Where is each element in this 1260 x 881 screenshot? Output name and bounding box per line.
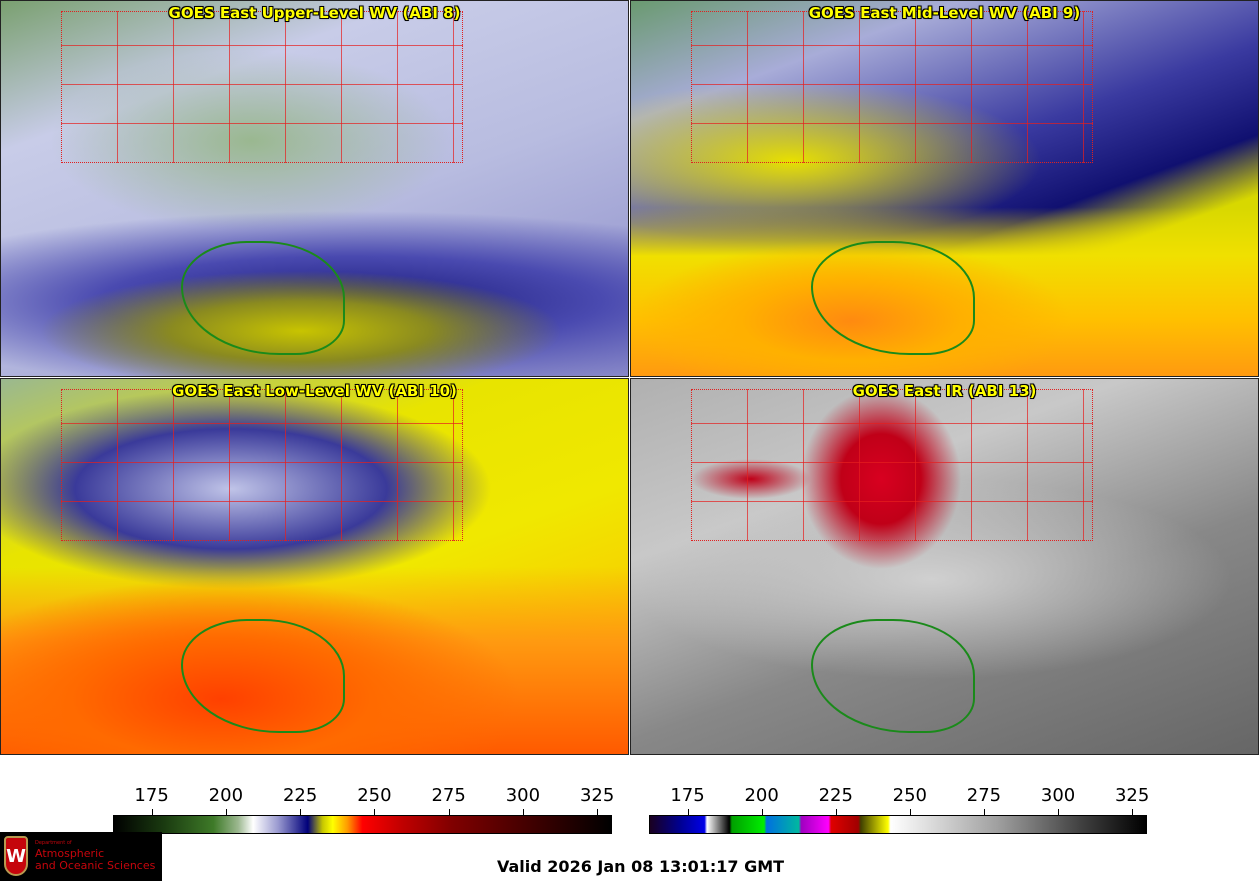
colorbar-tick-label: 300	[505, 785, 541, 806]
colorbar-tick-label: 325	[579, 785, 615, 806]
colorbar-tick	[522, 809, 524, 815]
aos-logo: W Department of Atmospheric and Oceanic …	[0, 832, 162, 881]
colorbar-tick	[687, 809, 689, 815]
wv-colorbar	[113, 815, 612, 834]
colorbar-tick-label: 250	[892, 785, 928, 806]
colorbar-tick	[1132, 809, 1134, 815]
colorbar-tick-label: 225	[818, 785, 853, 806]
gulf-coastline	[811, 619, 975, 733]
colorbar-tick-label: 300	[1040, 785, 1076, 806]
colorbar-tick-label: 175	[134, 785, 169, 806]
colorbar-tick	[597, 809, 599, 815]
ir-panel: GOES East IR (ABI 13)	[630, 378, 1259, 755]
colorbar-tick-label: 200	[744, 785, 779, 806]
colorbar-tick	[761, 809, 763, 815]
valid-time: Valid 2026 Jan 08 13:01:17 GMT	[497, 857, 785, 876]
colorbar-tick-label: 275	[431, 785, 466, 806]
state-borders	[691, 389, 1093, 541]
low-level-wv-panel: GOES East Low-Level WV (ABI 10)	[0, 378, 629, 755]
state-borders	[61, 11, 463, 163]
state-borders	[691, 11, 1093, 163]
colorbar-tick-label: 225	[282, 785, 318, 806]
state-borders	[61, 389, 463, 541]
colorbar-tick	[151, 809, 153, 815]
mid-level-wv-panel: GOES East Mid-Level WV (ABI 9)	[630, 0, 1259, 377]
gulf-coastline	[181, 619, 345, 733]
colorbar-tick	[300, 809, 302, 815]
panel-title: GOES East Mid-Level WV (ABI 9)	[808, 4, 1081, 22]
colorbar-tick	[225, 809, 227, 815]
gulf-coastline	[181, 241, 345, 355]
logo-line-1: Department of	[35, 840, 72, 846]
colorbar-tick-label: 175	[670, 785, 705, 806]
colorbar-tick	[835, 809, 837, 815]
upper-level-wv-panel: GOES East Upper-Level WV (ABI 8)	[0, 0, 629, 377]
colorbar-tick	[1058, 809, 1060, 815]
panel-title: GOES East Low-Level WV (ABI 10)	[172, 382, 457, 400]
logo-line-2: Atmospheric	[35, 847, 105, 860]
colorbar-tick	[909, 809, 911, 815]
panel-title: GOES East Upper-Level WV (ABI 8)	[168, 4, 461, 22]
colorbar-tick	[374, 809, 376, 815]
ir-colorbar	[649, 815, 1147, 834]
panel-title: GOES East IR (ABI 13)	[852, 382, 1037, 400]
gulf-coastline	[811, 241, 975, 355]
colorbar-tick	[448, 809, 450, 815]
colorbar-tick	[983, 809, 985, 815]
colorbar-tick-label: 325	[1114, 785, 1150, 806]
logo-line-3: and Oceanic Sciences	[35, 859, 156, 872]
colorbar-tick-label: 275	[966, 785, 1002, 806]
colorbar-tick-label: 200	[208, 785, 244, 806]
colorbar-tick-label: 250	[357, 785, 392, 806]
uw-shield-icon: W	[4, 836, 28, 876]
